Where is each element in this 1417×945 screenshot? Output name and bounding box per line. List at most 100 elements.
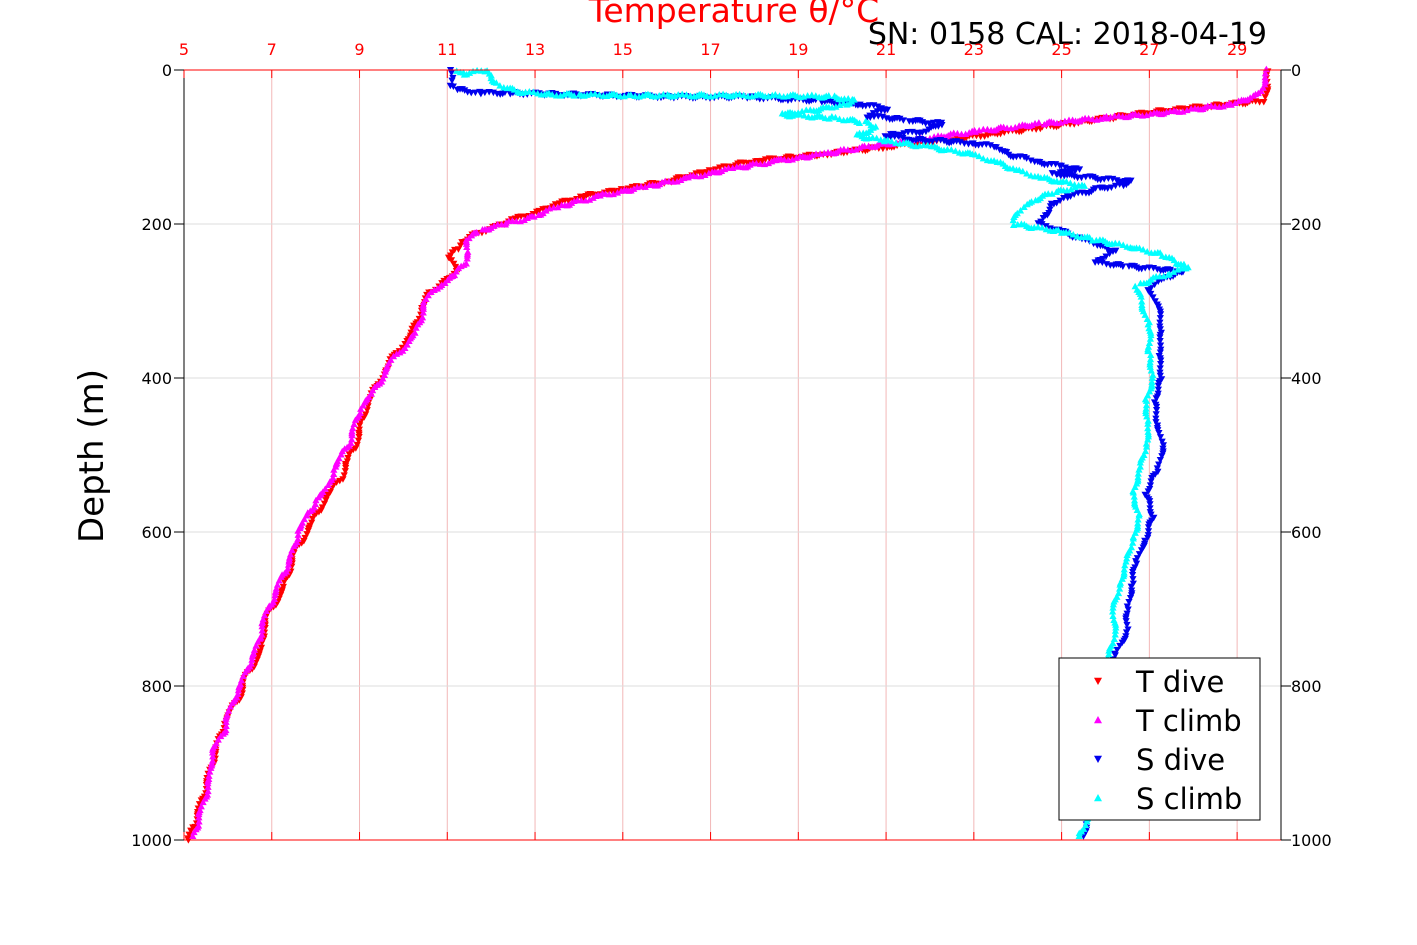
data-point	[1157, 360, 1165, 368]
data-point	[447, 69, 456, 77]
data-point	[303, 531, 311, 538]
data-point	[209, 748, 217, 756]
data-point	[209, 752, 217, 760]
data-point	[1119, 263, 1127, 271]
data-point	[1164, 271, 1172, 278]
data-point	[1116, 581, 1124, 588]
data-point	[1144, 435, 1152, 443]
x-tick-label: 19	[788, 40, 808, 59]
data-point	[189, 832, 197, 840]
data-point	[740, 91, 748, 99]
data-point	[1261, 69, 1270, 77]
data-point	[874, 103, 882, 110]
data-point	[716, 164, 724, 172]
legend-label: S climb	[1136, 782, 1242, 816]
data-point	[977, 133, 985, 141]
data-point	[1116, 585, 1124, 592]
y-tick-label-right: 200	[1291, 215, 1322, 234]
data-point	[465, 69, 474, 76]
x-tick-label: 21	[876, 40, 896, 59]
data-point	[1023, 169, 1031, 177]
data-point	[204, 779, 212, 787]
data-point	[1152, 406, 1161, 414]
data-point	[548, 90, 556, 98]
data-point	[899, 134, 907, 142]
data-point	[190, 828, 198, 836]
data-point	[1147, 285, 1155, 292]
data-point	[408, 325, 416, 333]
data-point	[1110, 597, 1118, 605]
data-point	[1144, 347, 1152, 355]
data-point	[1156, 457, 1164, 464]
data-point	[1031, 196, 1040, 204]
data-point	[1156, 365, 1164, 372]
y-axis-label: Depth (m)	[72, 369, 112, 543]
data-point	[1020, 203, 1028, 210]
data-point	[1157, 357, 1165, 364]
data-point	[195, 813, 203, 821]
data-point	[1261, 78, 1269, 85]
data-point	[234, 686, 243, 694]
data-point	[419, 308, 427, 316]
data-point	[1174, 266, 1182, 273]
data-point	[836, 101, 844, 108]
data-point	[1129, 535, 1137, 542]
data-point	[1146, 363, 1154, 370]
data-point	[1154, 386, 1162, 394]
data-point	[1155, 430, 1163, 437]
data-point	[1123, 551, 1131, 559]
data-point	[1111, 631, 1119, 638]
data-point	[280, 578, 288, 586]
data-point	[1138, 298, 1146, 305]
data-point	[1023, 200, 1031, 208]
data-point	[1170, 268, 1178, 275]
data-point	[1158, 438, 1166, 446]
data-point	[591, 90, 599, 97]
data-point	[1038, 221, 1046, 228]
data-point	[1123, 621, 1131, 629]
tick-labels: 5 7 9 11 13 15 17 19 21 23 25 27 29 0 0 200 200 400 400 600…	[131, 40, 1331, 850]
data-point	[1039, 214, 1047, 222]
data-point	[1142, 409, 1150, 417]
data-point	[1129, 489, 1137, 496]
data-point	[195, 818, 203, 825]
data-point	[1146, 505, 1154, 512]
data-point	[1065, 229, 1074, 236]
data-point	[1143, 412, 1151, 420]
x-tick-label: 11	[437, 40, 457, 59]
data-point	[381, 368, 390, 375]
data-point	[389, 352, 398, 360]
data-point	[1139, 246, 1147, 253]
x-tick-label: 5	[179, 40, 189, 59]
data-point	[204, 787, 212, 795]
data-point	[570, 92, 578, 99]
data-point	[205, 772, 213, 779]
data-point	[447, 257, 456, 264]
data-point	[1157, 311, 1165, 318]
data-point	[992, 144, 1000, 151]
data-point	[1046, 203, 1055, 210]
series-t-climb	[189, 65, 1270, 840]
data-point	[286, 550, 295, 558]
data-point	[1137, 547, 1146, 554]
data-point	[353, 441, 361, 449]
data-point	[1109, 608, 1117, 615]
data-point	[1129, 576, 1137, 583]
data-point	[1010, 213, 1018, 220]
y-tick-label-left: 400	[141, 369, 172, 388]
data-point	[248, 652, 256, 660]
data-point	[258, 626, 266, 634]
data-point	[463, 254, 471, 262]
data-point	[1009, 216, 1017, 224]
data-point	[1148, 475, 1156, 482]
data-point	[448, 77, 456, 85]
data-point	[1144, 488, 1152, 495]
data-point	[340, 472, 348, 479]
data-point	[1056, 197, 1064, 205]
data-point	[449, 83, 457, 91]
y-tick-label-left: 0	[162, 61, 172, 80]
data-point	[1135, 551, 1144, 558]
data-point	[1144, 417, 1152, 424]
data-point	[576, 193, 585, 201]
data-point	[477, 90, 485, 98]
